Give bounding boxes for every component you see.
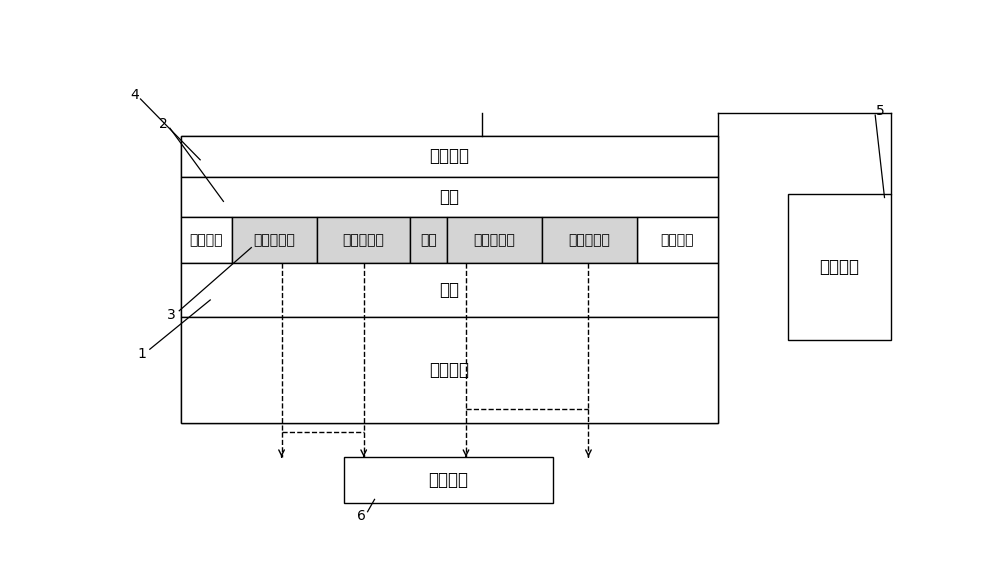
Bar — [232, 217, 317, 263]
Bar — [181, 177, 718, 217]
Text: 热板: 热板 — [439, 188, 459, 206]
Bar — [542, 217, 637, 263]
Bar — [447, 217, 542, 263]
Bar — [181, 317, 718, 423]
Bar — [317, 217, 410, 263]
Text: 被标传感器: 被标传感器 — [568, 233, 610, 247]
Text: 1: 1 — [138, 347, 146, 361]
Text: 标准传感器: 标准传感器 — [343, 233, 385, 247]
Text: 6: 6 — [357, 508, 366, 522]
Bar — [181, 136, 718, 177]
Text: 被标传感器: 被标传感器 — [473, 233, 515, 247]
Text: 绝热材料: 绝热材料 — [429, 361, 469, 379]
Bar — [181, 136, 718, 423]
Bar — [181, 263, 718, 317]
Text: 2: 2 — [159, 117, 168, 131]
Text: 绝热材料: 绝热材料 — [660, 233, 694, 247]
Text: 控温设备: 控温设备 — [819, 258, 859, 276]
Text: 采集设备: 采集设备 — [428, 471, 468, 489]
Text: 4: 4 — [130, 88, 139, 102]
Text: 3: 3 — [167, 309, 176, 322]
Text: 冷板: 冷板 — [439, 281, 459, 299]
Text: 绝热材料: 绝热材料 — [429, 148, 469, 166]
Text: 工装: 工装 — [420, 233, 437, 247]
Bar — [344, 457, 553, 503]
Bar — [410, 217, 447, 263]
Text: 5: 5 — [876, 103, 885, 117]
Text: 绝热材料: 绝热材料 — [190, 233, 223, 247]
Bar — [181, 217, 232, 263]
Bar — [788, 193, 891, 340]
Bar — [637, 217, 718, 263]
Text: 被标传感器: 被标传感器 — [254, 233, 296, 247]
